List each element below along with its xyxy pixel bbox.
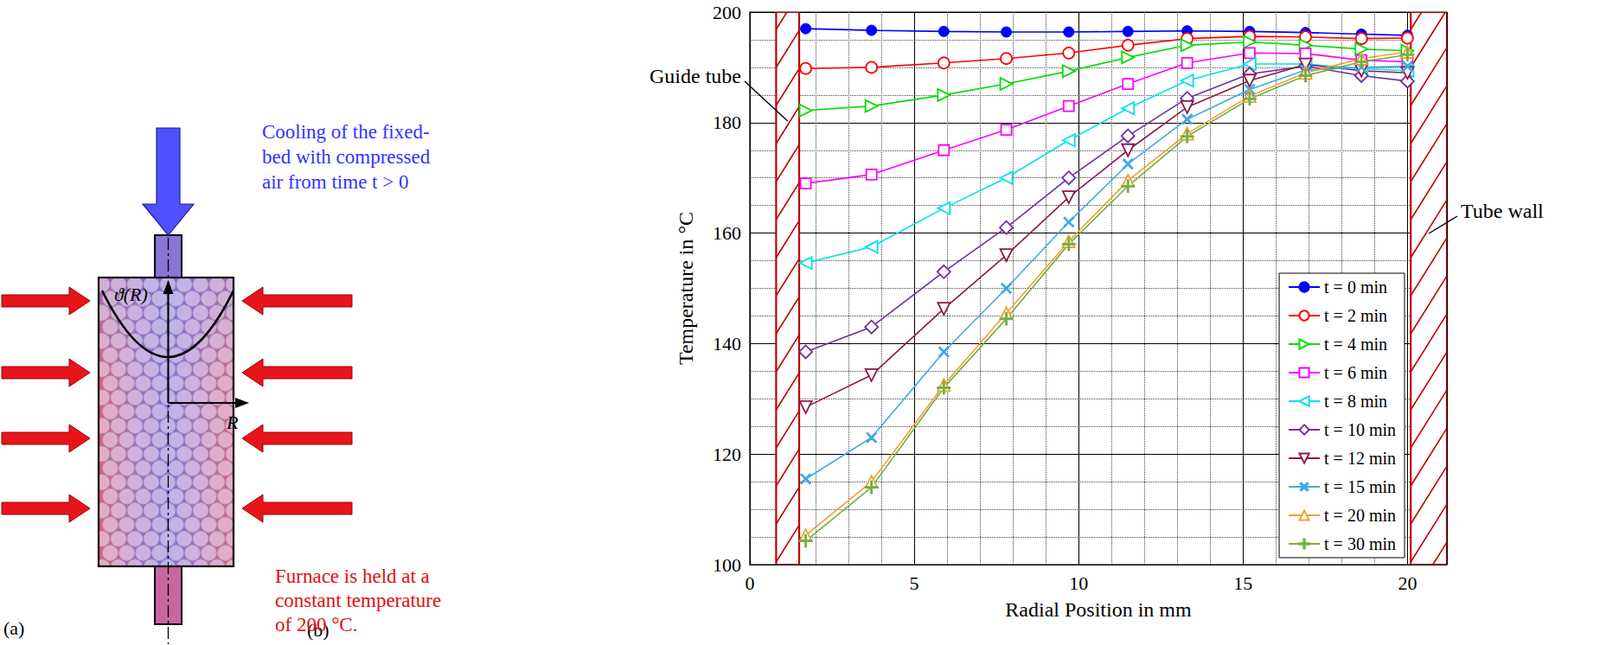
svg-text:160: 160 xyxy=(712,222,742,244)
svg-text:Cooling of the fixed-: Cooling of the fixed- xyxy=(262,121,430,143)
svg-text:t = 12 min: t = 12 min xyxy=(1324,448,1396,468)
svg-text:constant temperature: constant temperature xyxy=(275,589,442,612)
svg-text:20: 20 xyxy=(1397,572,1417,595)
svg-text:Furnace is held at a: Furnace is held at a xyxy=(275,565,430,588)
svg-text:Radial Position in mm: Radial Position in mm xyxy=(1004,598,1192,621)
svg-text:120: 120 xyxy=(712,443,742,466)
svg-text:t = 20 min: t = 20 min xyxy=(1324,505,1396,525)
svg-text:15: 15 xyxy=(1233,572,1253,595)
svg-text:100: 100 xyxy=(712,554,742,576)
svg-text:5: 5 xyxy=(909,572,920,595)
svg-text:140: 140 xyxy=(712,332,742,355)
svg-text:t = 4 min: t = 4 min xyxy=(1324,334,1388,354)
svg-text:ϑ(R): ϑ(R) xyxy=(114,283,148,306)
svg-text:0: 0 xyxy=(745,572,756,595)
svg-text:of 200 °C.: of 200 °C. xyxy=(275,614,358,636)
svg-text:bed with compressed: bed with compressed xyxy=(262,146,431,168)
svg-text:(b): (b) xyxy=(307,619,330,641)
svg-text:air from time t > 0: air from time t > 0 xyxy=(262,171,409,193)
svg-text:t = 15 min: t = 15 min xyxy=(1324,477,1396,497)
svg-text:R: R xyxy=(225,411,239,434)
svg-text:Guide tube: Guide tube xyxy=(649,64,742,88)
svg-text:180: 180 xyxy=(712,111,742,134)
svg-text:t = 30 min: t = 30 min xyxy=(1324,534,1396,554)
svg-text:10: 10 xyxy=(1068,572,1088,595)
svg-text:200: 200 xyxy=(712,1,742,24)
svg-text:Tube wall: Tube wall xyxy=(1460,199,1544,223)
svg-text:t = 0 min: t = 0 min xyxy=(1324,277,1388,297)
svg-text:t = 6 min: t = 6 min xyxy=(1324,363,1388,383)
svg-text:t = 2 min: t = 2 min xyxy=(1324,306,1388,326)
svg-text:t = 10 min: t = 10 min xyxy=(1324,420,1396,440)
svg-text:Temperature in °C: Temperature in °C xyxy=(674,211,698,365)
svg-text:(a): (a) xyxy=(3,617,25,640)
svg-text:t = 8 min: t = 8 min xyxy=(1324,391,1388,411)
